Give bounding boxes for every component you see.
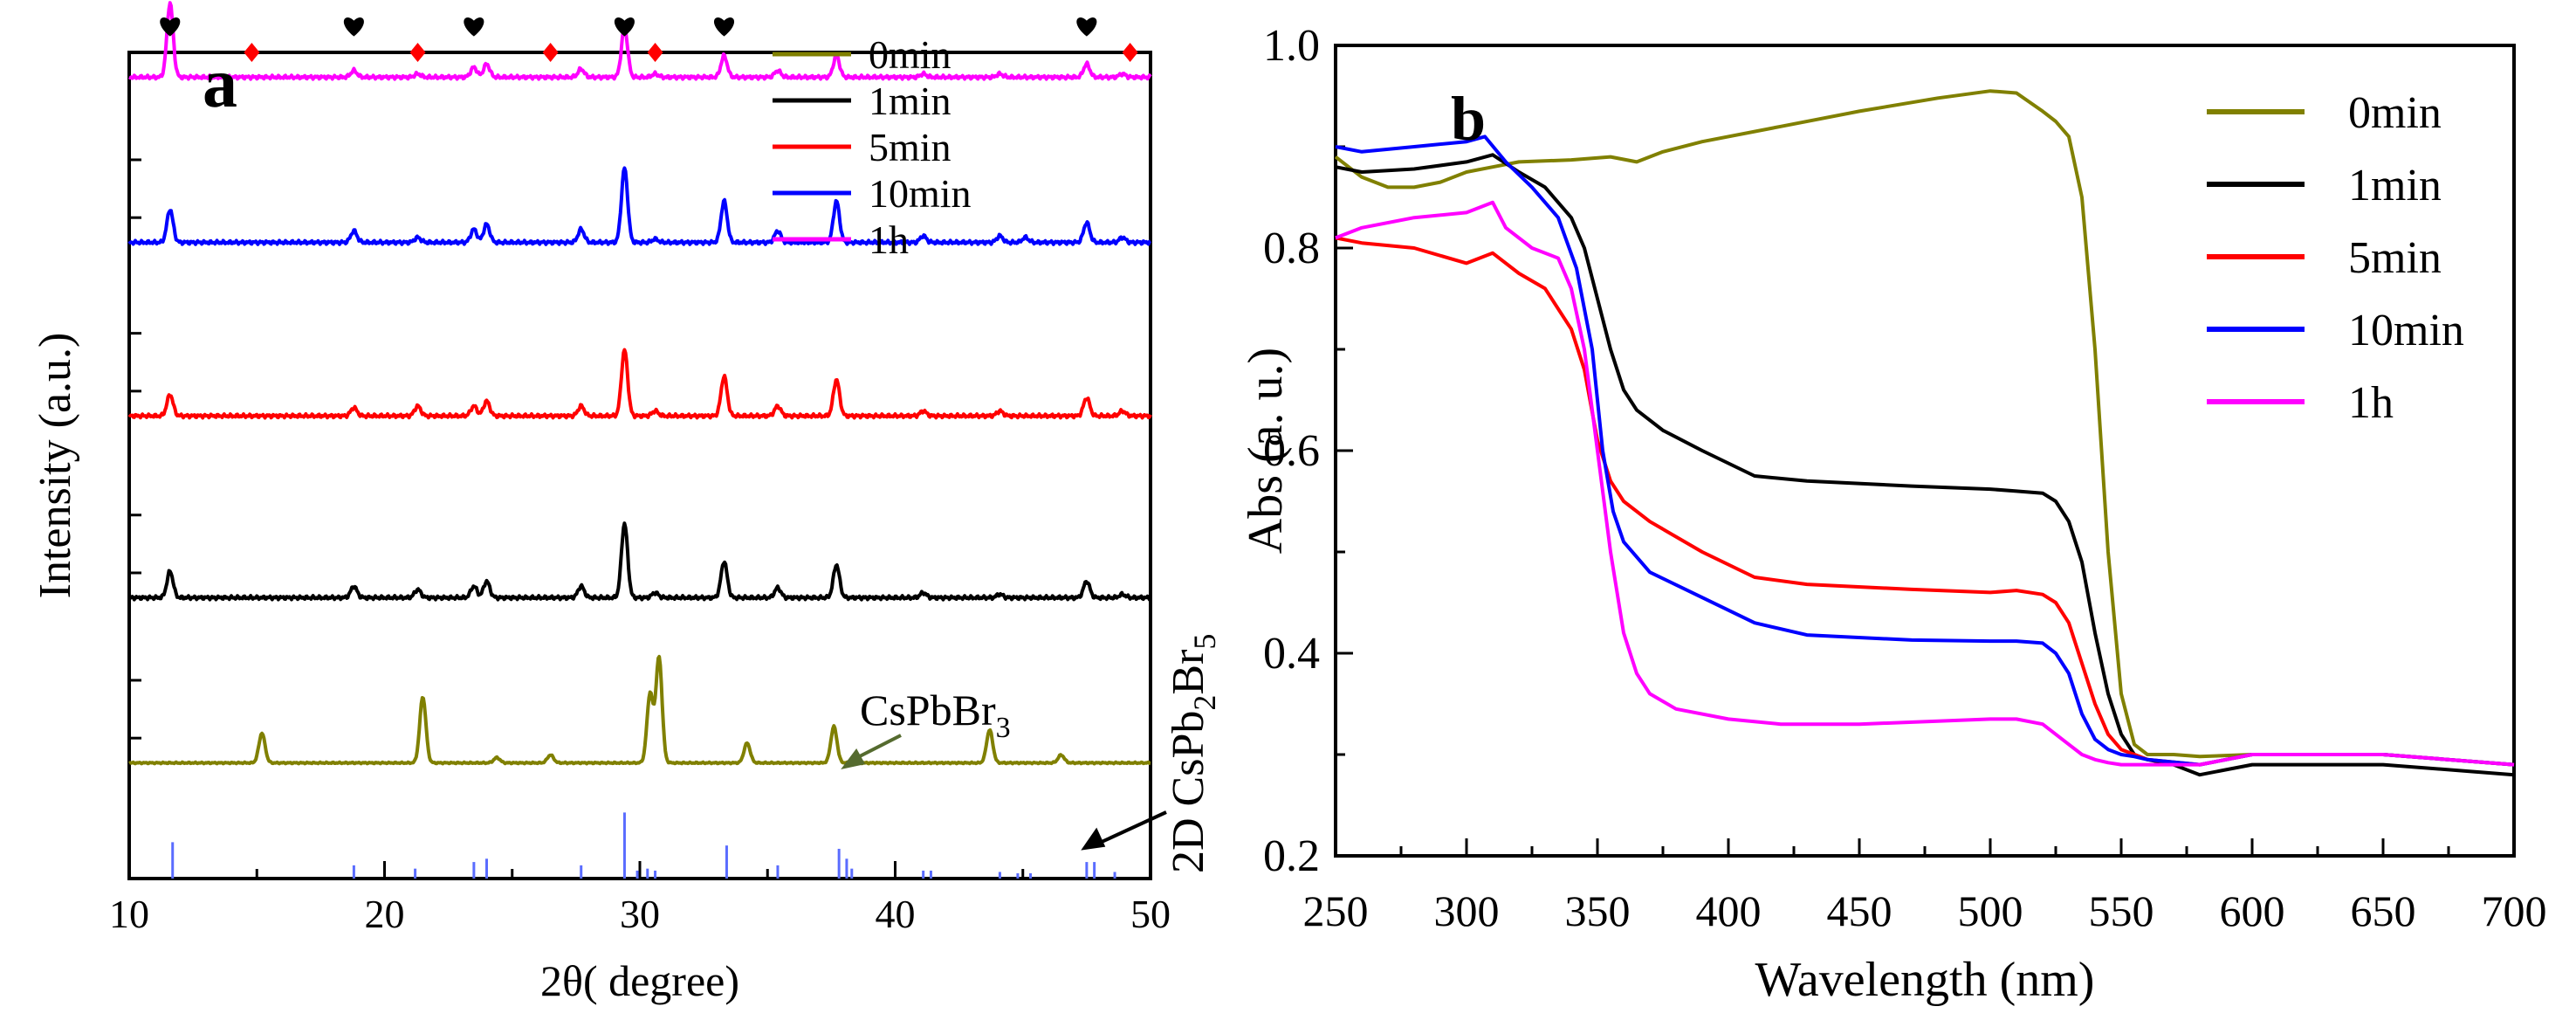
annotation-cspbbr3: CsPbBr3 <box>860 686 1011 744</box>
diamond-marker <box>647 43 663 62</box>
series-line-b-10min <box>1335 134 2515 767</box>
diamond-marker <box>409 43 426 62</box>
series-line-b-1h <box>1335 200 2515 767</box>
plot-frame-a <box>127 51 1152 880</box>
diamond-marker <box>1122 43 1138 62</box>
series-line-b-5min <box>1335 236 2515 767</box>
y-tick-label-b: 0.8 <box>1263 224 1320 273</box>
legend-label-b: 1min <box>2348 161 2442 210</box>
annotation-cspb2br5-mid: Br <box>1164 650 1213 695</box>
x-tick-label-b: 400 <box>1696 886 1762 935</box>
x-tick-label-b: 250 <box>1303 886 1369 935</box>
legend-label-a: 0min <box>869 32 951 77</box>
annotation-cspbbr3-sub: 3 <box>996 712 1011 744</box>
x-tick-label-b: 300 <box>1434 886 1500 935</box>
heart-marker <box>160 17 181 37</box>
annotation-cspb2br5-sub2: 5 <box>1187 634 1222 650</box>
heart-marker <box>614 17 635 37</box>
heart-marker <box>464 17 484 37</box>
x-tick-label-a: 50 <box>1130 892 1171 936</box>
panel-a-xrd: 10 20 30 40 50 2θ( degree) Intensity (a.u.) a 0m… <box>31 1 1222 1005</box>
x-axis-label-a: 2θ( degree) <box>540 956 739 1005</box>
series-line-a-0min <box>127 654 1151 766</box>
x-axis-label-b: Wavelength (nm) <box>1755 953 2095 1007</box>
heart-marker <box>343 17 364 37</box>
legend-label-b: 5min <box>2348 233 2442 283</box>
x-tick-label-a: 30 <box>620 892 660 936</box>
legend-label-b: 0min <box>2348 88 2442 138</box>
x-tick-label-a: 20 <box>365 892 405 936</box>
x-tick-label-b: 500 <box>1958 886 2023 935</box>
legend-label-a: 1min <box>869 79 951 123</box>
y-axis-label-a: Intensity (a.u.) <box>31 333 80 599</box>
x-tick-label-b: 600 <box>2220 886 2285 935</box>
panel-b-absorbance: 250 300 350 400 450 500 550 600 650 700 0.2 0.4 0.6 0… <box>1239 21 2547 1007</box>
heart-marker <box>713 17 735 37</box>
annotation-cspb2br5: 2D CsPb2Br5 <box>1164 634 1222 873</box>
diamond-marker <box>542 43 559 62</box>
x-tick-label-a: 10 <box>109 892 149 936</box>
series-line-a-1h <box>127 1 1152 81</box>
series-line-a-1min <box>128 521 1152 602</box>
y-axis-label-b: Abs (a. u.) <box>1239 348 1293 554</box>
series-line-a-10min <box>127 166 1152 246</box>
legend-label-b: 10min <box>2348 306 2464 355</box>
series-line-b-0min <box>1334 89 2515 767</box>
legend-label-b: 1h <box>2348 378 2394 428</box>
x-tick-label-a: 40 <box>876 892 916 936</box>
x-tick-label-b: 650 <box>2351 886 2416 935</box>
x-tick-label-b: 700 <box>2482 886 2547 935</box>
y-tick-label-b: 0.4 <box>1263 629 1320 679</box>
x-tick-label-b: 550 <box>2089 886 2154 935</box>
series-line-b-1min <box>1335 153 2515 777</box>
annotation-cspb2br5-main: 2D CsPb <box>1164 711 1213 873</box>
annotation-arrowhead-cspbbr3 <box>841 748 866 770</box>
heart-marker <box>1076 17 1097 37</box>
diamond-marker <box>244 43 260 62</box>
series-line-a-5min <box>127 348 1152 420</box>
y-tick-label-b: 1.0 <box>1263 21 1320 71</box>
annotation-arrowhead-cspb2br5 <box>1081 827 1106 851</box>
x-tick-label-b: 450 <box>1827 886 1893 935</box>
legend-label-a: 10min <box>869 171 972 216</box>
annotation-cspb2br5-sub1: 2 <box>1187 695 1222 711</box>
y-tick-label-b: 0.2 <box>1263 831 1320 881</box>
panel-label-a: a <box>203 45 237 122</box>
annotation-arrow-cspb2br5 <box>1094 810 1167 847</box>
annotation-cspbbr3-main: CsPbBr <box>860 686 996 734</box>
y-tick-label-b: 0.6 <box>1263 426 1320 476</box>
panel-label-b: b <box>1451 84 1486 154</box>
legend-label-a: 1h <box>869 217 909 262</box>
legend-label-a: 5min <box>869 125 951 169</box>
x-tick-label-b: 350 <box>1565 886 1631 935</box>
